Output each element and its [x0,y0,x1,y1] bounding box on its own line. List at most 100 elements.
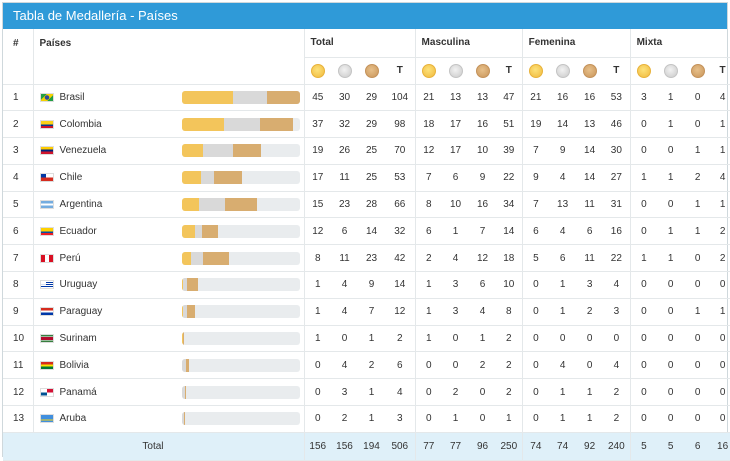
bronze-medal-icon [582,63,597,78]
country-name[interactable]: Aruba [59,413,87,425]
mixta-gold-cell: 0 [629,378,658,407]
total-t-cell: 53 [385,164,416,192]
medal-distribution-bar [181,90,300,104]
fem-bronze-cell: 3 [576,271,604,299]
bronze-medal-icon [364,63,379,78]
mixta-silver-cell: 1 [657,110,685,139]
masc-t-cell: 14 [496,217,523,246]
rank-cell: 10 [3,325,33,353]
masc-gold-cell: 7 [414,164,443,192]
mixta-t-cell: 2 [711,244,730,273]
mixta-gold-cell: 0 [629,325,658,353]
country-name[interactable]: Argentina [59,199,103,211]
silver-bar-segment [201,171,214,185]
total-t-column-header: T [385,57,416,85]
total-bronze-cell: 14 [358,217,386,246]
bronze-bar-segment [187,278,198,292]
fem-silver-cell: 9 [549,137,577,165]
country-name[interactable]: Brasil [59,91,85,103]
argentina-flag [39,200,54,210]
fem-t-cell: 4 [603,271,631,299]
mixta-t-cell: 0 [711,351,730,380]
gold-bar-segment [181,144,204,158]
totals-mixta-bronze-cell: 6 [684,432,712,461]
table-row: 13 Aruba 0 2 1 3 0 1 0 1 0 1 1 2 0 0 0 0 [3,405,730,433]
mixta-bronze-cell: 0 [684,325,712,353]
gold-bar-segment [181,305,183,319]
mixta-gold-cell: 1 [629,164,658,192]
total-silver-cell: 2 [331,405,359,433]
country-name[interactable]: Ecuador [59,225,97,237]
fem-silver-cell: 16 [549,84,577,112]
total-silver-cell: 11 [331,244,359,273]
total-t-cell: 12 [385,298,416,326]
mixta-gold-cell: 1 [629,244,658,273]
masc-silver-cell: 0 [442,325,470,353]
country-cell: Paraguay [32,298,178,326]
table-row: 4 Chile 17 11 25 53 7 6 9 22 9 4 14 27 1 1 2 4 [3,164,730,192]
masc-gold-cell: 12 [414,137,443,165]
totals-fem-gold-cell: 74 [521,432,550,461]
total-bronze-cell: 9 [358,271,386,299]
medal-bar-cell [178,110,305,139]
mixta-silver-cell: 0 [657,378,685,407]
fem-gold-cell: 6 [521,217,550,246]
totals-masc-t-cell: 250 [496,432,523,461]
masc-silver-cell: 1 [442,405,470,433]
masc-t-cell: 51 [496,110,523,139]
country-name[interactable]: Paraguay [59,306,103,318]
silver-bar-segment [198,198,225,212]
total-t-cell: 104 [385,84,416,112]
country-name[interactable]: Uruguay [59,279,98,291]
masc-gold-cell: 21 [414,84,443,112]
total-bronze-cell: 29 [358,84,386,112]
country-name[interactable]: Venezuela [59,145,107,157]
masc-silver-column-header [442,57,470,85]
silver-bar-segment [195,224,203,238]
paraguay-flag [39,307,54,317]
country-name[interactable]: Surinam [59,333,97,344]
masc-gold-cell: 1 [414,298,443,326]
bronze-bar-segment [184,412,186,426]
mixta-t-cell: 1 [711,191,730,219]
masc-gold-cell: 18 [414,110,443,139]
table-row: 2 Colombia 37 32 29 98 18 17 16 51 19 14 13 46 0 1 0 1 [3,110,730,139]
masc-silver-cell: 10 [442,191,470,219]
country-name[interactable]: Perú [59,252,81,264]
fem-silver-cell: 1 [549,271,577,299]
medal-bar-cell [178,298,305,326]
fem-gold-cell: 7 [521,191,550,219]
country-cell: Argentina [32,191,178,219]
country-cell: Surinam [32,325,178,353]
gold-bar-segment [181,224,196,238]
gold-medal-icon [636,63,651,78]
total-t-cell: 14 [385,271,416,299]
fem-gold-cell: 0 [521,378,550,407]
mixta-gold-cell: 0 [629,191,658,219]
country-name[interactable]: Panamá [59,386,97,398]
rank-cell: 6 [3,217,33,246]
fem-silver-cell: 1 [549,298,577,326]
silver-medal-icon [555,63,570,78]
masc-t-cell: 1 [496,405,523,433]
rank-cell: 9 [3,298,33,326]
fem-t-cell: 31 [603,191,631,219]
mixta-bronze-cell: 1 [684,217,712,246]
table-row: 10 Surinam 1 0 1 2 1 0 1 2 0 0 0 0 0 0 0 0 [3,325,730,353]
country-name[interactable]: Chile [59,172,83,184]
total-gold-column-header [303,57,332,85]
country-name[interactable]: Bolivia [59,359,89,371]
total-gold-cell: 17 [303,164,332,192]
masc-silver-cell: 17 [442,137,470,165]
country-name[interactable]: Colombia [59,118,102,130]
fem-t-cell: 2 [603,405,631,433]
totals-mixta-t-cell: 16 [711,432,730,461]
bronze-bar-segment [224,198,257,212]
mixta-bronze-cell: 0 [684,378,712,407]
fem-gold-cell: 0 [521,405,550,433]
fem-gold-column-header [521,57,550,85]
masc-t-cell: 39 [496,137,523,165]
fem-silver-cell: 4 [549,217,577,246]
medal-distribution-bar [181,198,300,212]
country-cell: Colombia [32,110,178,139]
